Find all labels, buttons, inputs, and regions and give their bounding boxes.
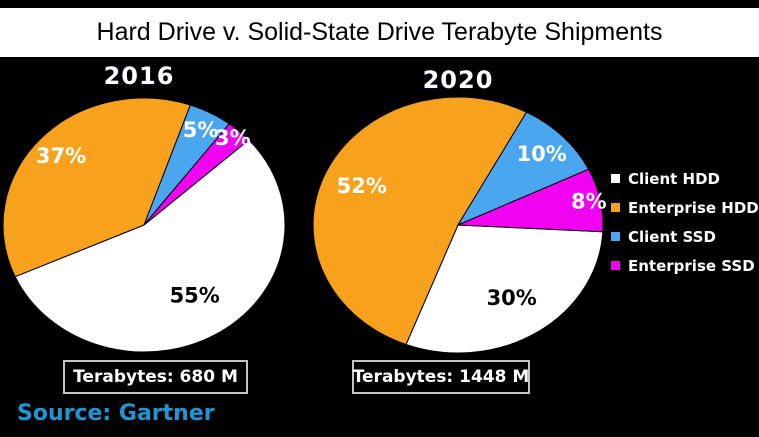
pie-slice-label: 30% <box>487 286 537 310</box>
legend-item: Enterprise HDD <box>611 193 759 222</box>
pie-2016-total-box: Terabytes: 680 M <box>63 360 248 394</box>
legend-label: Client SSD <box>628 227 716 246</box>
pie-slice-client-hdd <box>405 224 604 354</box>
legend-label: Client HDD <box>628 169 720 188</box>
legend-item: Client HDD <box>611 164 759 193</box>
pie-2016-total-label: Terabytes: 680 M <box>73 367 238 387</box>
pie-slice-label: 52% <box>337 174 387 198</box>
legend: Client HDD Enterprise HDD Client SSD Ent… <box>611 164 759 280</box>
pie-slice-label: 37% <box>36 144 86 168</box>
pie-slice-enterprise-ssd <box>143 123 250 226</box>
source-note: Source: Gartner <box>17 401 215 426</box>
pie-slice-label: 5% <box>183 118 219 142</box>
pie-slice-enterprise-hdd <box>312 96 528 346</box>
legend-label: Enterprise SSD <box>628 256 755 275</box>
legend-swatch-client-ssd <box>611 232 620 241</box>
pie-slice-enterprise-hdd <box>2 97 192 278</box>
legend-item: Enterprise SSD <box>611 251 759 280</box>
legend-item: Client SSD <box>611 222 759 251</box>
legend-swatch-enterprise-ssd <box>611 261 620 270</box>
pie-charts-canvas: 55% 37% 5%3% 30% 52% 10%8% <box>2 96 607 354</box>
pie-slice-enterprise-ssd <box>457 168 604 233</box>
legend-swatch-client-hdd <box>611 174 620 183</box>
pie-slice-label: 3% <box>215 126 251 150</box>
pie-slice-label: 55% <box>170 283 220 307</box>
top-border <box>0 0 759 8</box>
pie-slice-label: 10% <box>517 142 567 166</box>
pie-slice-client-hdd <box>14 139 286 353</box>
pie-2020-title: 2020 <box>422 66 494 94</box>
pie-2016-title: 2016 <box>103 62 175 90</box>
page-title: Hard Drive v. Solid-State Drive Terabyte… <box>96 18 663 46</box>
pie-slice-label: 8% <box>571 190 607 214</box>
legend-swatch-enterprise-hdd <box>611 203 620 212</box>
pie-2020-total-box: Terabytes: 1448 M <box>352 360 530 394</box>
pie-slice-client-ssd <box>456 111 590 227</box>
legend-label: Enterprise HDD <box>628 198 759 217</box>
title-band: Hard Drive v. Solid-State Drive Terabyte… <box>0 8 759 57</box>
pie-2020-total-label: Terabytes: 1448 M <box>352 367 530 387</box>
